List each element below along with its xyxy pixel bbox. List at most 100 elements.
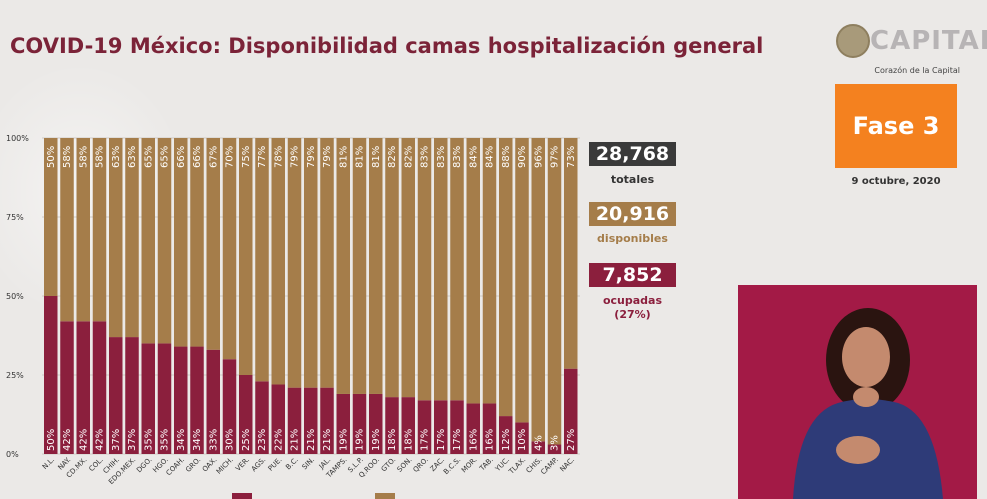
bar-available <box>76 138 90 322</box>
x-category-label: GTO. <box>380 456 398 474</box>
data-label-available: 81% <box>355 146 366 168</box>
bar-available <box>547 138 562 445</box>
data-label-available: 84% <box>485 146 496 168</box>
data-label-occupied: 17% <box>436 429 447 451</box>
bar-available <box>369 138 383 394</box>
data-label-available: 82% <box>403 146 414 168</box>
bar-occupied <box>499 416 513 454</box>
data-label-occupied: 35% <box>143 429 154 451</box>
y-tick-label: 100% <box>6 134 29 143</box>
data-label-available: 75% <box>241 146 252 168</box>
bar-occupied <box>466 403 480 454</box>
bar-available <box>499 138 513 417</box>
bar-occupied <box>369 393 383 454</box>
bar-occupied <box>206 349 220 454</box>
total-beds-value: 28,768 <box>589 142 676 166</box>
data-label-occupied: 18% <box>403 429 414 451</box>
data-label-occupied: 21% <box>306 429 317 451</box>
x-category-label: TAB. <box>478 456 495 473</box>
bar-occupied <box>141 343 155 454</box>
occupied-beds-label: ocupadas <box>602 294 663 307</box>
x-category-label: SON. <box>396 456 414 474</box>
bar-available <box>206 138 220 350</box>
data-label-occupied: 42% <box>78 429 89 451</box>
bar-available <box>92 138 107 322</box>
data-label-available: 58% <box>95 146 106 168</box>
x-category-label: SIN. <box>301 456 317 472</box>
bar-available <box>60 138 74 322</box>
bar-available <box>531 138 545 442</box>
data-label-available: 50% <box>46 146 57 168</box>
data-label-occupied: 16% <box>485 429 496 451</box>
data-label-available: 66% <box>192 146 203 168</box>
data-label-occupied: 21% <box>290 429 301 451</box>
data-label-occupied: 27% <box>566 429 577 451</box>
x-category-label: B.C. <box>284 456 300 472</box>
data-label-available: 79% <box>290 146 301 168</box>
bar-occupied <box>255 381 269 454</box>
bar-available <box>515 138 529 423</box>
data-label-available: 88% <box>501 146 512 168</box>
bar-occupied <box>417 400 432 454</box>
bar-available <box>385 138 399 398</box>
bar-occupied <box>385 397 399 454</box>
x-category-label: VER. <box>234 456 251 473</box>
data-label-occupied: 17% <box>420 429 431 451</box>
bar-occupied <box>336 393 350 454</box>
data-label-available: 77% <box>257 146 268 168</box>
x-category-label: GRO. <box>184 456 202 474</box>
bar-occupied <box>401 397 415 454</box>
available-beds-value: 20,916 <box>589 202 676 226</box>
occupied-beds-percent: (27%) <box>614 308 651 321</box>
y-tick-label: 25% <box>6 371 24 380</box>
x-category-label: NAC. <box>558 456 576 474</box>
bar-occupied <box>320 387 334 454</box>
data-label-available: 82% <box>387 146 398 168</box>
sign-language-interpreter-video <box>738 285 977 499</box>
data-label-occupied: 19% <box>338 429 349 451</box>
data-label-occupied: 18% <box>387 429 398 451</box>
available-beds-label: disponibles <box>597 232 668 245</box>
report-date: 9 octubre, 2020 <box>851 176 941 187</box>
data-label-occupied: 17% <box>452 429 463 451</box>
data-label-available: 79% <box>306 146 317 168</box>
x-category-label: DGO. <box>135 456 154 475</box>
bar-available <box>174 138 188 347</box>
data-label-available: 84% <box>468 146 479 168</box>
bar-available <box>564 138 578 369</box>
bar-occupied <box>547 444 562 454</box>
bar-occupied <box>304 387 318 454</box>
data-label-available: 63% <box>127 146 138 168</box>
bar-available <box>352 138 367 394</box>
bar-occupied <box>109 337 123 454</box>
x-category-label: N.L. <box>41 456 56 471</box>
government-seal-icon <box>836 24 870 58</box>
bar-occupied <box>76 321 90 454</box>
bar-available <box>222 138 237 360</box>
bar-available <box>109 138 123 338</box>
page-title: COVID-19 México: Disponibilidad camas ho… <box>10 34 764 58</box>
bar-occupied <box>515 422 529 454</box>
x-category-label: CAMP. <box>539 456 560 477</box>
data-label-available: 66% <box>176 146 187 168</box>
y-tick-label: 0% <box>6 450 19 459</box>
bar-available <box>320 138 334 388</box>
data-label-occupied: 21% <box>322 429 333 451</box>
total-beds-label: totales <box>610 173 655 186</box>
data-label-available: 97% <box>550 146 561 168</box>
bar-occupied <box>239 375 253 454</box>
phase-badge: Fase 3 <box>835 84 957 168</box>
bar-occupied <box>271 384 285 454</box>
y-tick-label: 50% <box>6 292 24 301</box>
bar-occupied <box>125 337 139 454</box>
bar-occupied <box>287 387 302 454</box>
bar-available <box>44 138 58 296</box>
data-label-available: 63% <box>111 146 122 168</box>
x-category-label: MOR. <box>460 456 479 475</box>
data-label-available: 70% <box>225 146 236 168</box>
data-label-occupied: 50% <box>46 429 57 451</box>
bar-available <box>336 138 350 394</box>
data-label-occupied: 19% <box>371 429 382 451</box>
x-category-label: B.C.S. <box>442 456 462 476</box>
